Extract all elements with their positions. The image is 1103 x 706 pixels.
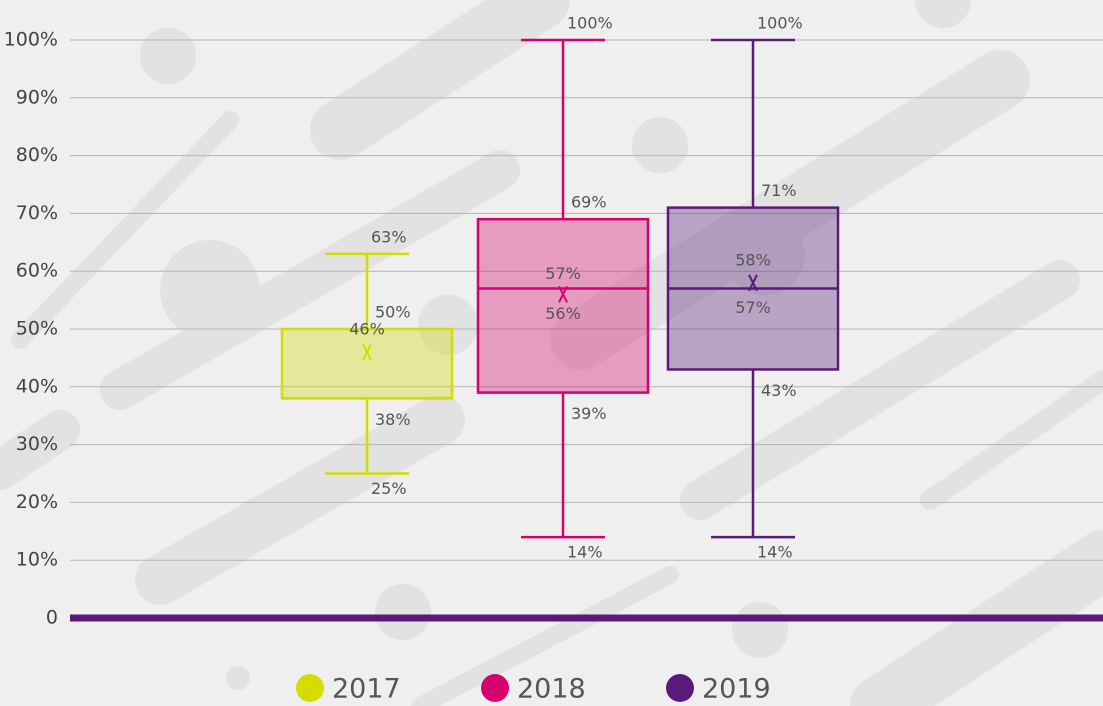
legend-label: 2017 — [332, 674, 401, 705]
y-tick-label: 60% — [16, 260, 58, 282]
y-tick-label: 40% — [16, 375, 58, 397]
legend-swatch — [481, 674, 509, 702]
y-tick-label: 20% — [16, 491, 58, 513]
value-label: 57% — [735, 298, 771, 317]
legend-label: 2018 — [517, 674, 586, 705]
chart: 010%20%30%40%50%60%70%80%90%100%63%50%38… — [0, 0, 1103, 706]
value-label: 25% — [371, 479, 407, 498]
y-tick-label: 80% — [16, 144, 58, 166]
box — [282, 329, 452, 398]
y-tick-label: 50% — [16, 318, 58, 340]
value-label: 69% — [571, 193, 607, 212]
y-tick-label: 0 — [46, 607, 58, 629]
value-label: 46% — [349, 320, 385, 339]
y-tick-label: 90% — [16, 86, 58, 108]
value-label: 56% — [545, 304, 581, 323]
value-label: 14% — [757, 543, 793, 562]
y-tick-label: 30% — [16, 433, 58, 455]
y-tick-label: 10% — [16, 549, 58, 571]
value-label: 38% — [375, 410, 411, 429]
y-tick-label: 70% — [16, 202, 58, 224]
value-label: 58% — [735, 250, 771, 269]
value-label: 100% — [757, 14, 803, 33]
legend-swatch — [296, 674, 324, 702]
value-label: 43% — [761, 381, 797, 400]
value-label: 63% — [371, 227, 407, 246]
value-label: 71% — [761, 181, 797, 200]
value-label: 57% — [545, 264, 581, 283]
value-label: 14% — [567, 543, 603, 562]
value-label: 39% — [571, 404, 607, 423]
legend-label: 2019 — [702, 674, 771, 705]
legend-swatch — [666, 674, 694, 702]
value-label: 100% — [567, 14, 613, 33]
y-tick-label: 100% — [4, 29, 58, 51]
